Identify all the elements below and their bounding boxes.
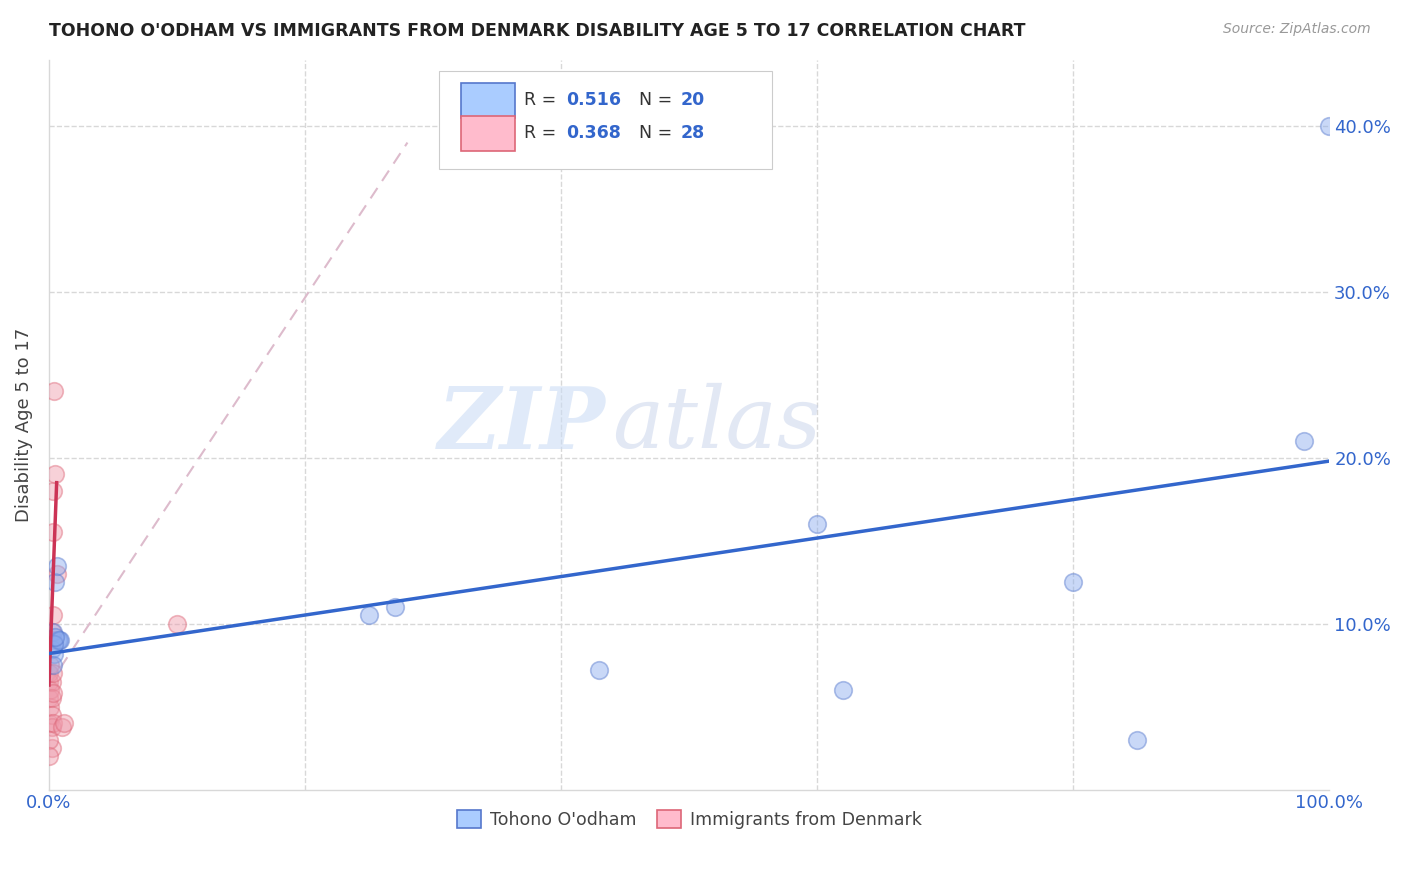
- Point: [41, 707, 63, 722]
- Point: [38, 666, 60, 681]
- Point: [38, 749, 60, 764]
- Text: 20: 20: [681, 91, 704, 109]
- Point: [38, 674, 60, 689]
- Text: TOHONO O'ODHAM VS IMMIGRANTS FROM DENMARK DISABILITY AGE 5 TO 17 CORRELATION CHA: TOHONO O'ODHAM VS IMMIGRANTS FROM DENMAR…: [49, 22, 1026, 40]
- Text: R =: R =: [524, 124, 562, 142]
- Point: [45, 558, 67, 573]
- Text: atlas: atlas: [612, 384, 821, 466]
- Point: [831, 683, 853, 698]
- Legend: Tohono O'odham, Immigrants from Denmark: Tohono O'odham, Immigrants from Denmark: [450, 803, 928, 836]
- Point: [42, 384, 65, 399]
- Point: [588, 663, 610, 677]
- Text: R =: R =: [524, 91, 562, 109]
- Point: [46, 633, 69, 648]
- Point: [51, 719, 73, 733]
- Text: 0.368: 0.368: [567, 124, 621, 142]
- Point: [42, 636, 65, 650]
- FancyBboxPatch shape: [440, 70, 772, 169]
- Y-axis label: Disability Age 5 to 17: Disability Age 5 to 17: [15, 327, 32, 522]
- Point: [1292, 434, 1315, 449]
- Point: [42, 666, 65, 681]
- Point: [44, 467, 66, 482]
- Point: [1317, 119, 1340, 133]
- Point: [806, 517, 828, 532]
- Point: [357, 608, 380, 623]
- Point: [49, 633, 72, 648]
- Point: [42, 716, 65, 731]
- Point: [1062, 575, 1084, 590]
- Point: [42, 483, 65, 498]
- Text: ZIP: ZIP: [439, 383, 606, 467]
- Point: [42, 647, 65, 661]
- Point: [41, 674, 63, 689]
- Point: [44, 630, 66, 644]
- Point: [48, 633, 70, 648]
- Point: [384, 600, 406, 615]
- Point: [38, 732, 60, 747]
- Point: [39, 658, 62, 673]
- Point: [42, 686, 65, 700]
- Point: [53, 716, 76, 731]
- Point: [41, 691, 63, 706]
- Point: [41, 719, 63, 733]
- Point: [1126, 732, 1149, 747]
- Text: 0.516: 0.516: [567, 91, 621, 109]
- Point: [41, 641, 63, 656]
- Text: Source: ZipAtlas.com: Source: ZipAtlas.com: [1223, 22, 1371, 37]
- Point: [42, 608, 65, 623]
- Point: [41, 741, 63, 756]
- FancyBboxPatch shape: [461, 116, 515, 151]
- Text: 28: 28: [681, 124, 704, 142]
- Text: N =: N =: [640, 124, 678, 142]
- Point: [39, 699, 62, 714]
- Point: [45, 566, 67, 581]
- Point: [39, 683, 62, 698]
- Point: [42, 624, 65, 639]
- Point: [42, 525, 65, 540]
- Text: N =: N =: [640, 91, 678, 109]
- Point: [38, 691, 60, 706]
- FancyBboxPatch shape: [461, 83, 515, 118]
- Point: [38, 716, 60, 731]
- Point: [42, 633, 65, 648]
- Point: [41, 624, 63, 639]
- Point: [44, 575, 66, 590]
- Point: [42, 658, 65, 673]
- Point: [166, 616, 188, 631]
